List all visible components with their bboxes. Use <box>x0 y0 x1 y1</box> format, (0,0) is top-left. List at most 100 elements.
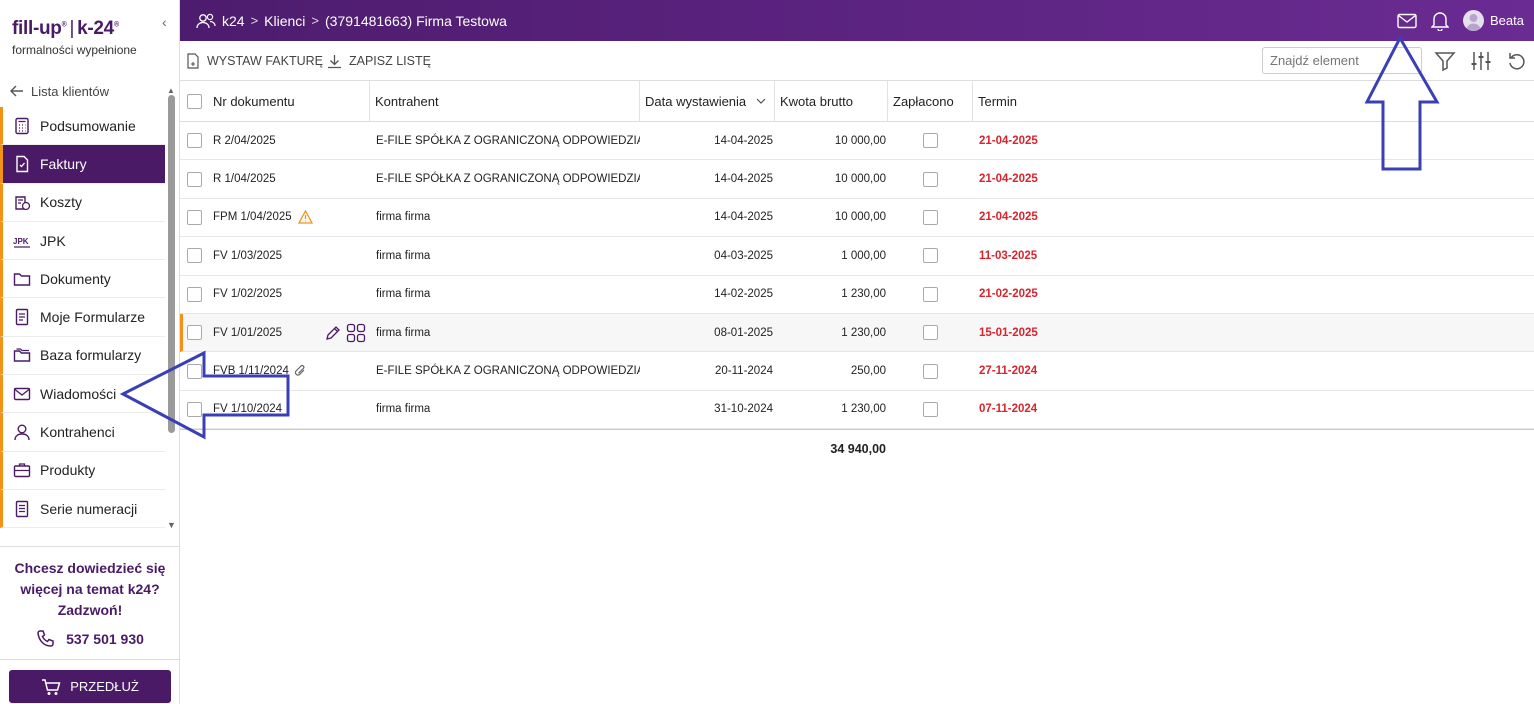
costs-icon <box>15 196 31 211</box>
phone-link[interactable]: 537 501 930 <box>0 629 180 649</box>
avatar <box>1463 10 1485 31</box>
promo-box: Chcesz dowiedzieć się więcej na temat k2… <box>0 546 180 660</box>
cell-doc-number[interactable]: FV 1/03/2025 <box>208 237 370 274</box>
sidebar-item-jpk[interactable]: JPK JPK <box>0 221 165 261</box>
breadcrumb-item-clients[interactable]: Klienci <box>264 12 306 29</box>
columns-settings-icon[interactable] <box>1470 50 1492 72</box>
table-row[interactable]: FV 1/03/2025 firma firma 04-03-2025 1 000,0… <box>180 237 1534 276</box>
cell-paid <box>923 352 947 389</box>
cell-gross-amount: 1 230,00 <box>841 326 886 339</box>
sidebar-item-wiadomości[interactable]: Wiadomości <box>0 375 165 414</box>
cell-issue-date: 04-03-2025 <box>714 249 773 262</box>
scroll-down-icon[interactable]: ▼ <box>167 520 176 530</box>
cell-doc-number[interactable]: R 2/04/2025 <box>208 122 370 159</box>
table-row[interactable]: FV 1/10/2024 firma firma 31-10-2024 1 230,0… <box>180 391 1534 430</box>
sidebar-item-baza-formularzy[interactable]: Baza formularzy <box>0 336 165 376</box>
table-row[interactable]: FV 1/01/2025 firma firma 08-01-2025 1 230,0… <box>180 313 1534 353</box>
extend-subscription-button[interactable]: PRZEDŁUŻ <box>9 670 171 703</box>
back-to-clients-link[interactable]: Lista klientów <box>10 83 109 99</box>
promo-line: więcej na temat k24? <box>20 581 160 597</box>
briefcase-icon <box>13 463 31 478</box>
download-icon <box>328 54 341 68</box>
sidebar-item-podsumowanie[interactable]: Podsumowanie <box>0 107 165 146</box>
top-bar: k24 > Klienci > (3791481663) Firma Testo… <box>180 0 1534 41</box>
sidebar-item-produkty[interactable]: Produkty <box>0 451 165 490</box>
column-header-due[interactable]: Termin <box>973 81 1103 121</box>
column-header-gross[interactable]: Kwota brutto <box>775 81 888 121</box>
paid-checkbox[interactable] <box>923 248 938 264</box>
invoices-grid: Nr dokumentu Kontrahent Data wystawienia… <box>180 81 1534 467</box>
sidebar: fill-up® | k-24® formalności wypełnione ‹ … <box>0 0 180 704</box>
select-all-checkbox[interactable] <box>187 93 202 109</box>
row-checkbox[interactable] <box>187 401 202 417</box>
row-checkbox[interactable] <box>187 363 202 379</box>
user-menu[interactable]: Beata <box>1463 10 1524 31</box>
sidebar-item-kontrahenci[interactable]: Kontrahenci <box>0 413 165 452</box>
column-header-doc-number[interactable]: Nr dokumentu <box>208 81 370 121</box>
cell-doc-number[interactable]: FVB 1/11/2024 <box>208 352 370 389</box>
paid-checkbox[interactable] <box>923 401 938 417</box>
cell-gross-amount: 1 230,00 <box>841 403 886 416</box>
row-checkbox[interactable] <box>187 209 202 225</box>
cell-paid <box>923 160 947 197</box>
column-header-contractor[interactable]: Kontrahent <box>370 81 640 121</box>
select-all-cell <box>187 81 211 121</box>
table-row[interactable]: FV 1/02/2025 firma firma 14-02-2025 1 230,0… <box>180 276 1534 314</box>
jpk-icon: JPK <box>13 237 30 248</box>
filter-icon[interactable] <box>1434 50 1456 72</box>
sidebar-item-label: Baza formularzy <box>40 347 142 364</box>
cell-due-date: 11-03-2025 <box>979 249 1038 262</box>
paid-checkbox[interactable] <box>923 171 938 187</box>
table-row[interactable]: FVB 1/11/2024 E-FILE SPÓŁKA Z OGRANICZONĄ… <box>180 352 1534 391</box>
paid-checkbox[interactable] <box>923 363 938 379</box>
doc-number: FPM 1/04/2025 <box>213 211 292 224</box>
row-checkbox[interactable] <box>187 133 202 149</box>
row-checkbox[interactable] <box>187 171 202 187</box>
bell-icon[interactable] <box>1431 11 1450 31</box>
logo[interactable]: fill-up® | k-24® formalności wypełnione <box>12 18 162 63</box>
paid-checkbox[interactable] <box>923 286 938 302</box>
breadcrumb-item-home[interactable]: k24 <box>222 12 245 29</box>
row-select-cell <box>187 199 211 236</box>
cell-doc-number[interactable]: FPM 1/04/2025 <box>208 199 370 236</box>
row-select-cell <box>187 314 211 351</box>
row-checkbox[interactable] <box>187 325 202 341</box>
column-header-issue-date[interactable]: Data wystawienia <box>640 81 775 121</box>
paid-checkbox[interactable] <box>923 133 938 149</box>
cell-doc-number[interactable]: R 1/04/2025 <box>208 160 370 197</box>
cell-doc-number[interactable]: FV 1/01/2025 <box>208 314 370 351</box>
refresh-icon[interactable] <box>1506 50 1528 72</box>
mail-icon[interactable] <box>1397 13 1417 29</box>
cell-gross-amount: 1 230,00 <box>841 288 886 301</box>
breadcrumb-item-client: (3791481663) Firma Testowa <box>325 12 507 29</box>
clients-icon <box>196 13 216 28</box>
search-input[interactable] <box>1262 47 1422 74</box>
grid-menu-icon[interactable] <box>346 323 366 343</box>
table-row[interactable]: R 1/04/2025 E-FILE SPÓŁKA Z OGRANICZONĄ O… <box>180 160 1534 199</box>
table-row[interactable]: FPM 1/04/2025 firma firma 14-04-2025 10 000… <box>180 199 1534 238</box>
scroll-up-icon[interactable]: ▲ <box>167 86 175 95</box>
edit-pencil-icon[interactable] <box>325 325 341 341</box>
paid-checkbox[interactable] <box>923 325 938 341</box>
row-select-cell <box>187 160 211 197</box>
sidebar-item-label: Wiadomości <box>40 385 117 402</box>
sidebar-item-serie-numeracji[interactable]: Serie numeracji <box>0 489 165 529</box>
paid-checkbox[interactable] <box>923 209 938 225</box>
row-checkbox[interactable] <box>187 286 202 302</box>
sidebar-item-koszty[interactable]: Koszty <box>0 183 165 222</box>
sidebar-scrollbar[interactable] <box>168 95 175 433</box>
cell-doc-number[interactable]: FV 1/02/2025 <box>208 276 370 313</box>
row-checkbox[interactable] <box>187 248 202 264</box>
sidebar-item-moje-formularze[interactable]: Moje Formularze <box>0 298 165 337</box>
column-header-paid[interactable]: Zapłacono <box>888 81 973 121</box>
cart-icon <box>42 678 61 695</box>
issue-invoice-button[interactable]: WYSTAW FAKTURĘ <box>186 41 323 81</box>
cell-doc-number[interactable]: FV 1/10/2024 <box>208 391 370 428</box>
sidebar-item-dokumenty[interactable]: Dokumenty <box>0 260 165 299</box>
sidebar-item-faktury[interactable]: Faktury <box>0 145 165 184</box>
column-label: Termin <box>978 93 1018 109</box>
collapse-sidebar-icon[interactable]: ‹ <box>162 14 167 30</box>
table-row[interactable]: R 2/04/2025 E-FILE SPÓŁKA Z OGRANICZONĄ O… <box>180 122 1534 161</box>
save-list-button[interactable]: ZAPISZ LISTĘ <box>327 41 431 81</box>
